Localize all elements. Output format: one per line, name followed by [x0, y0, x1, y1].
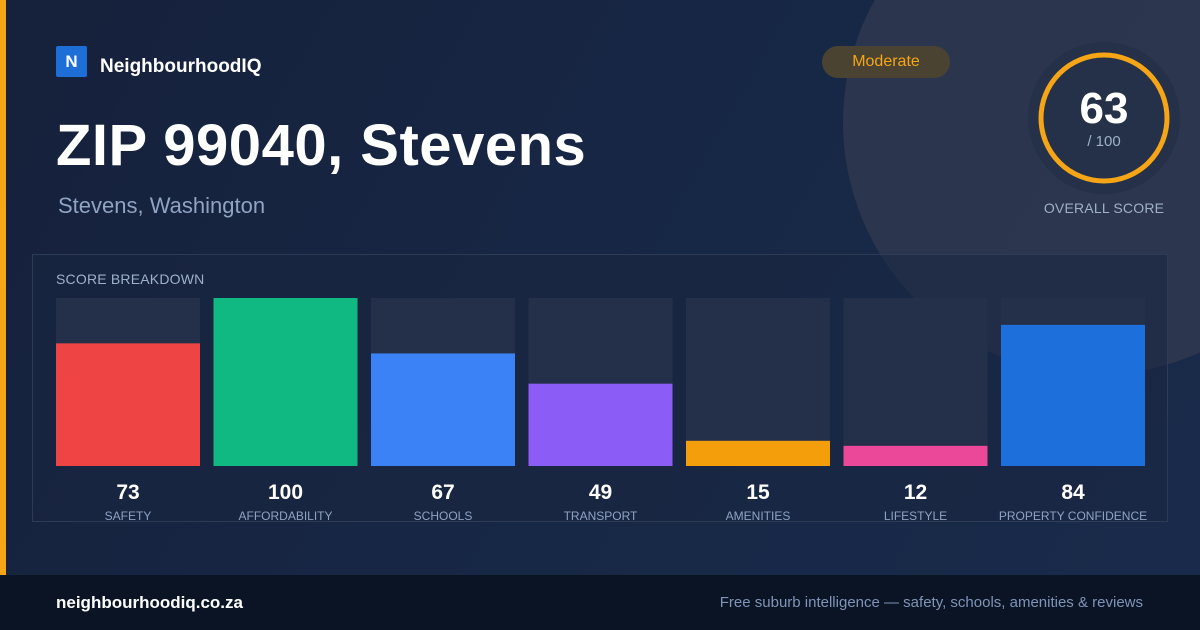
page-subtitle: Stevens, Washington — [58, 193, 266, 218]
bar-category-label: TRANSPORT — [564, 509, 638, 523]
bar-category-label: SCHOOLS — [414, 509, 473, 523]
overall-score-max: / 100 — [1087, 133, 1121, 150]
logo-icon: N — [56, 46, 87, 77]
bar-track — [843, 298, 988, 466]
footer-tagline: Free suburb intelligence — safety, schoo… — [719, 594, 1143, 611]
score-ring-stroke — [1038, 52, 1170, 184]
status-badge: Moderate — [822, 46, 950, 78]
bar-schools — [371, 353, 515, 466]
bar-category-label: LIFESTYLE — [884, 509, 947, 523]
breakdown-title: SCORE BREAKDOWN — [56, 271, 205, 287]
bar-value-label: 49 — [589, 481, 612, 504]
footer-site-link[interactable]: neighbourhoodiq.co.za — [56, 593, 243, 612]
bar-value-label: 100 — [268, 481, 303, 504]
bar-amenities — [686, 440, 830, 466]
bar-affordability — [213, 298, 358, 466]
score-ring-backdrop — [1028, 42, 1180, 194]
bar-value-label: 67 — [431, 481, 454, 504]
accent-bar — [0, 0, 6, 575]
bar-transport — [528, 383, 673, 466]
bar-value-label: 15 — [746, 481, 770, 504]
bar-category-label: AMENITIES — [726, 509, 791, 523]
bar-safety — [56, 343, 200, 466]
bar-track — [686, 298, 830, 466]
overall-score-value: 63 — [1079, 84, 1129, 133]
bar-category-label: AFFORDABILITY — [238, 509, 332, 523]
footer — [0, 575, 1200, 630]
bar-category-label: PROPERTY CONFIDENCE — [999, 509, 1147, 523]
score-breakdown-chart: 73 SAFETY 100 AFFORDABILITY 67 SCHOOLS 49 TRANS… — [56, 298, 1147, 523]
bar-property-confidence — [1001, 324, 1145, 466]
page-title: ZIP 99040, Stevens — [56, 113, 587, 178]
brand-name: NeighbourhoodIQ — [100, 56, 262, 77]
bar-value-label: 84 — [1061, 481, 1085, 504]
overall-score-ring — [1028, 42, 1180, 194]
overall-score-label: OVERALL SCORE — [1043, 200, 1165, 216]
bar-value-label: 12 — [904, 481, 927, 504]
bar-lifestyle — [843, 445, 988, 466]
logo-letter: N — [65, 51, 78, 71]
bar-value-label: 73 — [116, 481, 139, 504]
bar-category-label: SAFETY — [105, 509, 152, 523]
